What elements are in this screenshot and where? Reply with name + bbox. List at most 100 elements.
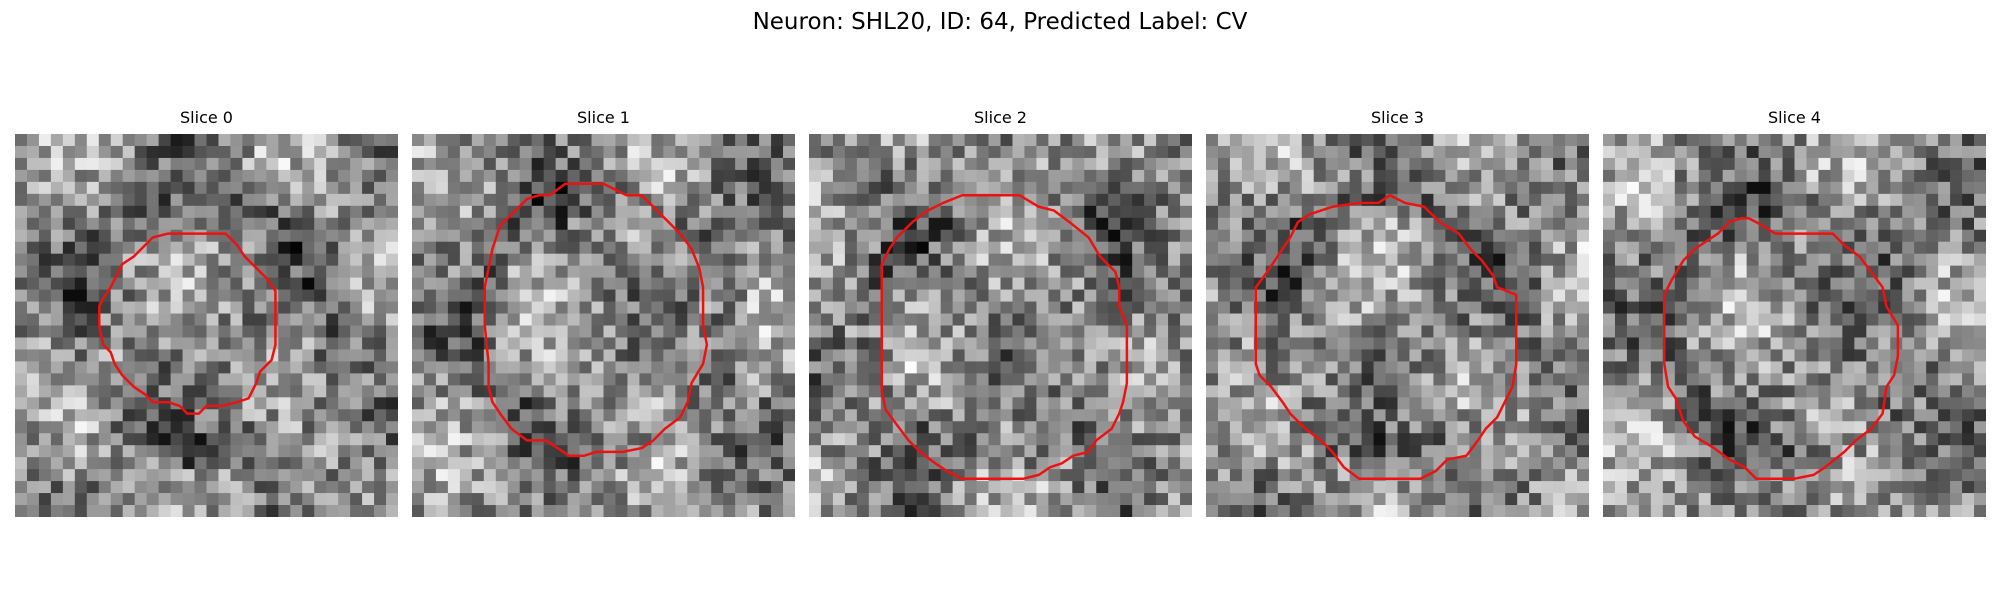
- pixel: [302, 181, 315, 195]
- pixel: [1650, 409, 1664, 422]
- pixel: [254, 385, 267, 398]
- pixel: [1301, 301, 1315, 314]
- pixel: [988, 505, 1001, 517]
- pixel: [1878, 205, 1891, 219]
- pixel: [1638, 373, 1652, 386]
- pixel: [1457, 421, 1470, 434]
- pixel: [627, 313, 640, 326]
- pixel: [1217, 157, 1231, 171]
- pixel: [663, 229, 676, 243]
- pixel: [170, 265, 183, 279]
- pixel: [1096, 289, 1109, 302]
- pixel: [122, 385, 136, 398]
- pixel: [1469, 289, 1482, 302]
- pixel: [435, 277, 449, 290]
- pixel: [1361, 373, 1374, 386]
- pixel: [1481, 301, 1494, 314]
- pixel: [423, 469, 437, 482]
- pixel: [880, 361, 894, 374]
- pixel: [952, 349, 965, 362]
- pixel: [1217, 325, 1231, 338]
- pixel: [1325, 277, 1339, 290]
- pixel: [1553, 217, 1566, 231]
- pixel: [928, 277, 942, 290]
- pixel: [1325, 469, 1339, 482]
- pixel: [1241, 253, 1255, 267]
- pixel: [1914, 277, 1927, 290]
- pixel: [1265, 325, 1279, 338]
- pixel: [1361, 181, 1374, 195]
- pixel: [459, 481, 473, 494]
- pixel: [880, 301, 894, 314]
- pixel: [1758, 134, 1771, 147]
- pixel: [892, 217, 906, 231]
- pixel: [1060, 169, 1073, 183]
- pixel: [447, 337, 461, 350]
- pixel: [809, 313, 822, 326]
- pixel: [314, 469, 327, 482]
- pixel: [567, 469, 580, 482]
- pixel: [1493, 385, 1506, 398]
- pixel: [182, 205, 195, 219]
- pixel: [639, 301, 652, 314]
- pixel: [952, 505, 965, 517]
- pixel: [735, 277, 748, 290]
- pixel: [435, 361, 449, 374]
- pixel: [1144, 265, 1157, 279]
- pixel: [940, 397, 954, 410]
- pixel: [639, 169, 652, 183]
- pixel: [412, 157, 425, 171]
- pixel: [543, 409, 557, 422]
- pixel: [591, 469, 604, 482]
- pixel: [435, 301, 449, 314]
- pixel: [1072, 421, 1085, 434]
- pixel: [1132, 313, 1145, 326]
- pixel: [1638, 134, 1652, 147]
- pixel: [1144, 253, 1157, 267]
- pixel: [1830, 385, 1843, 398]
- pixel: [1229, 325, 1243, 338]
- pixel: [1036, 217, 1049, 231]
- pixel: [555, 241, 568, 255]
- pixel: [1349, 349, 1362, 362]
- pixel: [1950, 421, 1963, 434]
- pixel: [158, 134, 171, 147]
- pixel: [1674, 181, 1688, 195]
- pixel: [1433, 505, 1446, 517]
- pixel: [1866, 433, 1879, 446]
- pixel: [868, 205, 882, 219]
- pixel: [1108, 205, 1121, 219]
- pixel: [1746, 421, 1759, 434]
- pixel: [362, 253, 375, 267]
- pixel: [868, 457, 882, 470]
- pixel: [1217, 145, 1231, 159]
- pixel: [206, 313, 219, 326]
- pixel: [711, 134, 724, 147]
- pixel: [326, 409, 339, 422]
- pixel: [1096, 229, 1109, 243]
- pixel: [880, 205, 894, 219]
- pixel: [254, 337, 267, 350]
- pixel: [1229, 157, 1243, 171]
- pixel: [1481, 289, 1494, 302]
- pixel: [723, 134, 736, 147]
- pixel: [1686, 277, 1700, 290]
- pixel: [928, 397, 942, 410]
- pixel: [338, 157, 351, 171]
- pixel: [711, 313, 724, 326]
- pixel: [1168, 217, 1181, 231]
- pixel: [1962, 373, 1975, 386]
- pixel: [639, 229, 652, 243]
- pixel: [1962, 169, 1975, 183]
- pixel: [362, 181, 375, 195]
- pixel: [1746, 349, 1759, 362]
- pixel: [1217, 349, 1231, 362]
- pixel: [1024, 157, 1037, 171]
- pixel: [1818, 445, 1831, 458]
- pixel: [1241, 409, 1255, 422]
- pixel: [651, 505, 664, 517]
- pixel: [50, 205, 64, 219]
- pixel: [1902, 313, 1915, 326]
- pixel: [1144, 205, 1157, 219]
- pixel: [1469, 193, 1482, 207]
